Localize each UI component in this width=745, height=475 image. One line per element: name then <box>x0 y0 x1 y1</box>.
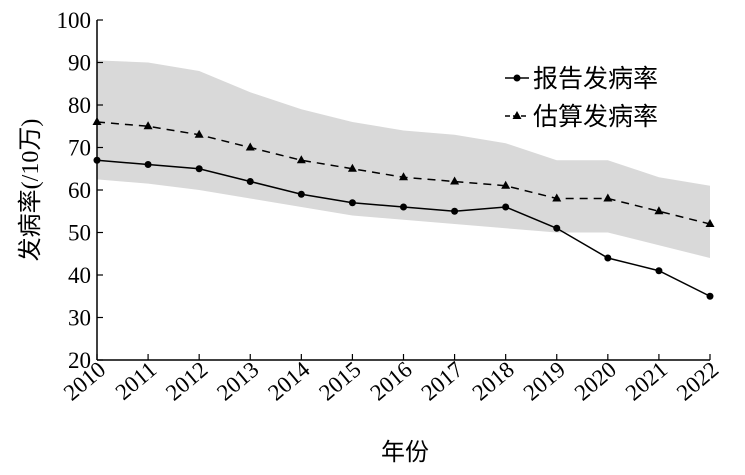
point <box>144 161 152 168</box>
point <box>655 267 663 275</box>
point <box>450 176 460 185</box>
x-tick-label: 2020 <box>570 357 621 406</box>
point <box>501 180 511 189</box>
x-axis-label: 年份 <box>381 439 429 466</box>
legend-marker <box>513 74 521 82</box>
x-tick-label: 2018 <box>468 357 519 406</box>
point <box>603 193 613 202</box>
uncertainty-band <box>97 60 710 258</box>
point <box>705 219 715 227</box>
x-tick-label: 2016 <box>365 357 416 406</box>
y-tick-label: 70 <box>68 136 91 161</box>
x-tick-label: 2011 <box>111 357 162 405</box>
legend-label: 报告发病率 <box>533 65 658 93</box>
y-tick-label: 20 <box>68 348 91 373</box>
x-tick-label: 2017 <box>416 357 467 406</box>
x-tick-label: 2014 <box>263 356 315 405</box>
point <box>399 172 408 181</box>
point <box>93 156 101 164</box>
point <box>347 163 357 172</box>
legend-marker <box>512 111 522 119</box>
y-tick-label: 100 <box>57 8 92 33</box>
point <box>195 165 203 173</box>
point <box>604 254 612 262</box>
point <box>143 121 153 130</box>
x-tick-label: 2019 <box>519 357 570 406</box>
point <box>246 178 254 185</box>
point <box>194 129 204 138</box>
point <box>297 190 305 198</box>
point <box>553 224 561 232</box>
y-tick-label: 80 <box>68 93 91 118</box>
point <box>348 199 356 207</box>
y-tick-label: 60 <box>68 178 91 203</box>
point <box>245 142 255 151</box>
point <box>296 155 306 164</box>
y-tick-label: 50 <box>68 221 91 246</box>
x-tick-label: 2015 <box>314 357 365 406</box>
point <box>502 203 510 211</box>
y-tick-label: 90 <box>68 51 91 76</box>
point <box>552 193 562 202</box>
y-tick-label: 40 <box>68 263 91 288</box>
x-tick-label: 2013 <box>212 357 263 406</box>
legend-label: 估算发病率 <box>533 103 658 131</box>
x-tick-label: 2010 <box>59 357 110 406</box>
y-tick-label: 30 <box>68 306 91 331</box>
point <box>451 207 459 215</box>
x-tick-label: 2022 <box>672 357 723 406</box>
point <box>706 292 714 300</box>
x-tick-label: 2021 <box>621 357 672 406</box>
point <box>92 117 102 125</box>
point <box>400 203 407 211</box>
x-tick-label: 2012 <box>161 357 212 406</box>
y-axis-label: 发病率(/10万) <box>17 119 44 262</box>
point <box>654 206 664 215</box>
